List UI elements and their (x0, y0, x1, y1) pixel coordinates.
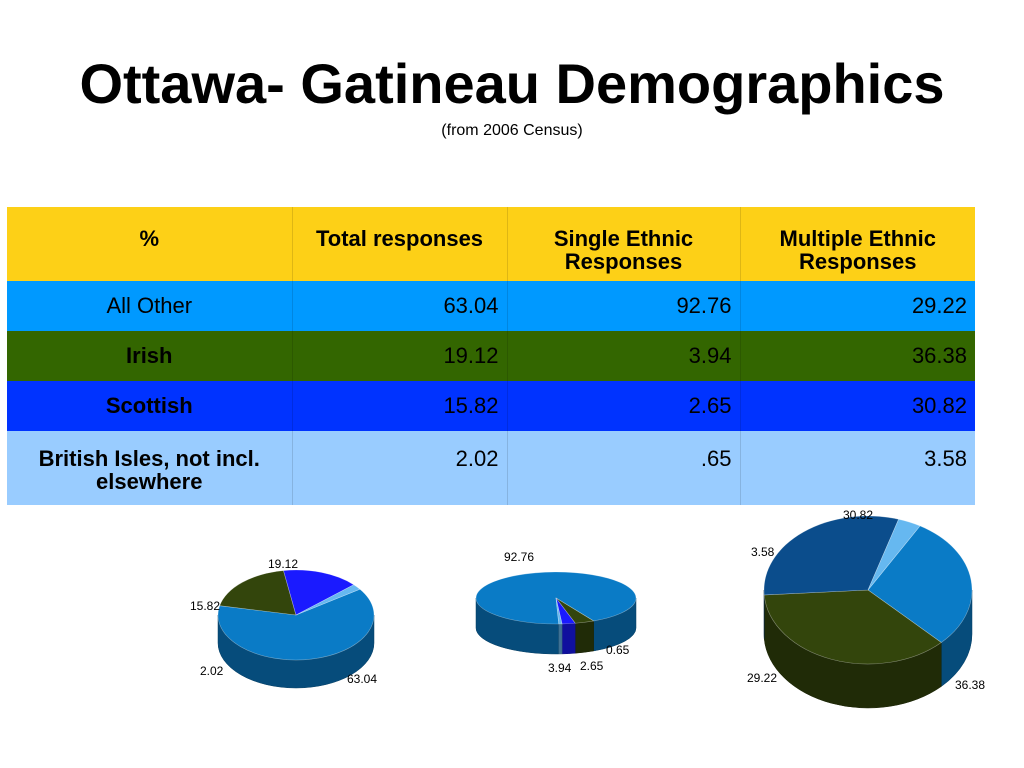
pie-slice (475, 571, 637, 625)
pie-slice (283, 569, 355, 616)
pie-value-label: 29.22 (747, 671, 777, 685)
pie-value-label: 2.65 (580, 659, 604, 673)
page-subtitle: (from 2006 Census) (441, 122, 583, 139)
table-row: British Isles, not incl. elsewhere 2.02.6… (7, 431, 975, 505)
pie-slice-side (574, 620, 594, 654)
pie-slice (217, 588, 375, 661)
table-cell: 3.94 (507, 331, 741, 381)
pie-value-label: 19.12 (268, 557, 298, 571)
table-cell: 29.22 (911, 293, 967, 318)
pie-slice (219, 570, 297, 616)
pie-value-label: 3.58 (751, 545, 775, 559)
row-label: Irish (7, 331, 293, 381)
pie-value-label: 3.94 (548, 661, 572, 675)
pie-chart-2: 92.76 3.94 2.650.65 (475, 550, 637, 675)
row-label: Scottish (7, 381, 293, 431)
row-label: British Isles, not incl. elsewhere (7, 431, 293, 505)
pie-value-label: 92.76 (504, 550, 534, 564)
column-header: Single Ethnic Responses (507, 207, 741, 281)
pie-slice (555, 597, 563, 625)
pie-value-label: 15.82 (190, 599, 220, 613)
table-row: Irish 19.12 3.94 36.38 (7, 331, 975, 381)
pie-value-label: 30.82 (843, 508, 873, 522)
table-cell: 15.82 (292, 381, 508, 431)
pie-chart-1: 63.04 19.12 15.82 2.02 (190, 557, 377, 689)
pie-slice-side (561, 622, 576, 655)
table-cell: 36.38 (911, 343, 967, 368)
row-label: All Other (7, 281, 293, 331)
pie-value-label: 36.38 (955, 678, 985, 692)
table-row: All Other 63.04 92.76 29.22 (7, 281, 975, 331)
pie-chart-3: 29.22 36.38 30.82 3.58 (747, 508, 985, 709)
column-header: % (7, 207, 293, 281)
table-cell: 63.04 (292, 281, 508, 331)
pie-value-label: 63.04 (347, 672, 377, 686)
pie-slice (763, 515, 900, 596)
table-cell: 19.12 (292, 331, 508, 381)
table-header-row: % Total responses Single Ethnic Response… (7, 207, 975, 281)
pie-slice (295, 584, 361, 616)
pie-slice-side (558, 623, 563, 655)
demographics-table: % Total responses Single Ethnic Response… (7, 207, 975, 505)
pie-slice (555, 597, 576, 625)
pie-slice (867, 525, 973, 643)
pie-slice (867, 518, 921, 591)
table-cell: 30.82 (911, 393, 967, 418)
table-cell: .65 (507, 431, 741, 505)
column-header: Total responses (292, 207, 508, 281)
page-title: Ottawa- Gatineau Demographics (79, 52, 945, 115)
table-cell: 3.58 (924, 446, 967, 471)
table-cell: 92.76 (507, 281, 741, 331)
pie-slice (763, 589, 942, 665)
table-row: Scottish 15.82 2.65 30.82 (7, 381, 975, 431)
pie-value-label: 0.65 (606, 643, 630, 657)
table-cell: 2.02 (292, 431, 508, 505)
pie-value-label: 2.02 (200, 664, 224, 678)
column-header: Multiple Ethnic Responses (779, 226, 936, 274)
table-cell: 2.65 (507, 381, 741, 431)
pie-slice (555, 597, 595, 624)
